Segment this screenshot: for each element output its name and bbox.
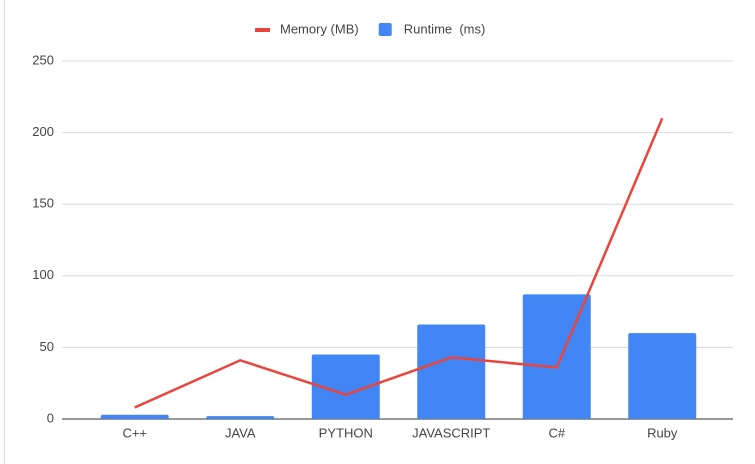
bar xyxy=(628,333,697,419)
legend-swatch xyxy=(255,28,270,32)
bar xyxy=(100,414,169,419)
y-tick-label: 150 xyxy=(32,196,54,211)
y-tick-label: 250 xyxy=(32,52,54,67)
y-tick-label: 0 xyxy=(47,410,54,425)
x-tick-label: PYTHON xyxy=(319,425,373,440)
bar xyxy=(311,354,380,419)
y-tick-label: 200 xyxy=(32,124,54,139)
y-tick-label: 100 xyxy=(32,267,54,282)
legend-swatch xyxy=(378,23,392,36)
bar xyxy=(417,324,486,419)
legend-label: Memory (MB) xyxy=(280,21,359,36)
x-tick-label: C++ xyxy=(122,425,147,440)
line xyxy=(134,117,664,409)
x-tick-label: C# xyxy=(548,425,565,440)
y-tick-label: 50 xyxy=(40,339,54,354)
legend-label: Runtime (ms) xyxy=(404,21,486,36)
x-tick-label: JAVA xyxy=(225,425,256,440)
x-tick-label: JAVASCRIPT xyxy=(412,425,490,440)
bar xyxy=(206,416,275,419)
x-tick-label: Ruby xyxy=(647,425,678,440)
